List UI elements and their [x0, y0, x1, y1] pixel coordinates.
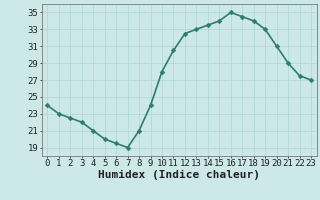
X-axis label: Humidex (Indice chaleur): Humidex (Indice chaleur) — [98, 170, 260, 180]
